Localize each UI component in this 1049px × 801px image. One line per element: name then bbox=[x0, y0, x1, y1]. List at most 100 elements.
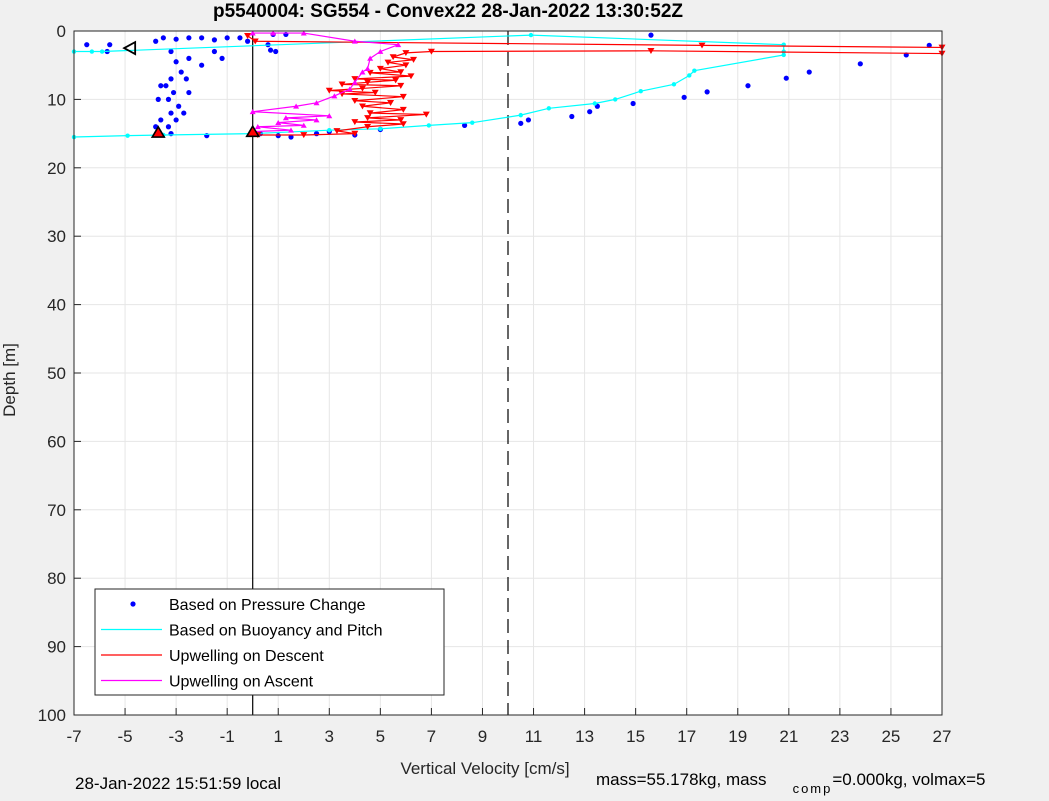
data-point bbox=[470, 120, 475, 125]
x-tick-label: -7 bbox=[66, 727, 81, 746]
data-point bbox=[300, 30, 307, 36]
y-tick-label: 60 bbox=[47, 432, 66, 451]
data-point bbox=[288, 134, 294, 140]
y-tick-label: 40 bbox=[47, 296, 66, 315]
data-point bbox=[395, 41, 402, 48]
data-point bbox=[399, 106, 407, 113]
data-point bbox=[687, 73, 692, 78]
data-point bbox=[378, 126, 383, 132]
x-tick-label: -5 bbox=[117, 727, 132, 746]
data-point bbox=[783, 75, 789, 81]
x-tick-label: -3 bbox=[169, 727, 184, 746]
data-point bbox=[806, 69, 812, 75]
data-point bbox=[326, 113, 333, 119]
data-point bbox=[528, 32, 534, 38]
data-point bbox=[183, 76, 189, 82]
footer-mass-text: mass=55.178kg, mass bbox=[596, 770, 767, 789]
x-tick-label: 5 bbox=[376, 727, 385, 746]
data-point bbox=[397, 117, 405, 124]
data-point bbox=[275, 133, 281, 139]
data-point bbox=[249, 109, 256, 115]
data-point bbox=[282, 115, 289, 121]
data-point bbox=[168, 76, 174, 82]
y-tick-label: 70 bbox=[47, 501, 66, 520]
x-tick-label: 15 bbox=[626, 727, 645, 746]
x-tick-label: 25 bbox=[881, 727, 900, 746]
data-point bbox=[153, 38, 159, 44]
data-point bbox=[155, 96, 161, 102]
y-tick-label: 10 bbox=[47, 90, 66, 109]
data-point bbox=[199, 62, 205, 68]
data-point bbox=[384, 59, 392, 66]
y-tick-label: 50 bbox=[47, 364, 66, 383]
data-point bbox=[592, 101, 597, 106]
data-point bbox=[546, 106, 552, 111]
data-point bbox=[254, 124, 261, 130]
data-point bbox=[364, 115, 372, 122]
data-point bbox=[249, 30, 256, 36]
data-point bbox=[781, 52, 786, 58]
data-point bbox=[518, 120, 524, 126]
data-point bbox=[170, 89, 177, 96]
data-point bbox=[366, 110, 374, 117]
data-point bbox=[327, 127, 332, 133]
data-point bbox=[181, 110, 187, 116]
data-point bbox=[351, 76, 359, 83]
axis-ticks: -7 -5 -3 -1 1 3 5 7 9 11 13 15 17 19 21 23 25 27010203040… bbox=[38, 22, 952, 746]
data-point bbox=[364, 79, 372, 86]
data-point bbox=[293, 103, 300, 109]
data-point bbox=[377, 48, 384, 54]
data-point bbox=[587, 109, 593, 115]
data-point bbox=[186, 55, 192, 61]
y-axis-label: Depth [m] bbox=[0, 343, 19, 417]
data-point bbox=[366, 69, 374, 76]
x-tick-label: 1 bbox=[274, 727, 283, 746]
footer-mass-info: mass=55.178kg, mass comp=0.000kg, volmax=… bbox=[596, 770, 986, 796]
data-point bbox=[402, 62, 410, 69]
legend-label: Upwelling on Descent bbox=[169, 648, 324, 665]
x-tick-label: 7 bbox=[427, 727, 436, 746]
legend-label: Upwelling on Ascent bbox=[169, 674, 314, 691]
chart-title: p5540004: SG554 - Convex22 28-Jan-2022 1… bbox=[213, 1, 683, 22]
data-point bbox=[857, 61, 863, 67]
x-tick-label: 3 bbox=[325, 727, 334, 746]
data-point bbox=[698, 42, 706, 49]
data-point bbox=[351, 97, 359, 104]
series-markers bbox=[150, 124, 261, 138]
data-point bbox=[671, 82, 677, 87]
y-tick-label: 80 bbox=[47, 569, 66, 588]
data-point bbox=[427, 48, 435, 55]
data-point bbox=[251, 38, 259, 45]
data-point bbox=[364, 123, 372, 130]
start-marker bbox=[122, 40, 137, 56]
data-point bbox=[158, 117, 164, 123]
data-point bbox=[569, 113, 575, 120]
data-point bbox=[407, 73, 415, 80]
data-point bbox=[165, 96, 172, 102]
data-point bbox=[173, 36, 179, 42]
data-point bbox=[648, 32, 654, 38]
data-point bbox=[244, 32, 252, 39]
x-tick-label: 19 bbox=[728, 727, 747, 746]
series-upwelling-on-descent bbox=[244, 32, 946, 139]
y-tick-label: 100 bbox=[38, 706, 66, 725]
legend: Based on Pressure Change Based on Buoyanc… bbox=[94, 588, 445, 696]
footer-local-time: 28-Jan-2022 15:51:59 local bbox=[75, 774, 282, 793]
data-point bbox=[681, 94, 687, 100]
data-point bbox=[168, 48, 174, 55]
data-point bbox=[647, 48, 655, 54]
data-point bbox=[410, 56, 418, 63]
data-point bbox=[399, 121, 407, 128]
data-point bbox=[397, 69, 405, 76]
x-tick-label: 21 bbox=[779, 727, 798, 746]
x-tick-label: 23 bbox=[830, 727, 849, 746]
data-point bbox=[313, 100, 320, 106]
data-point bbox=[389, 54, 397, 61]
data-point bbox=[613, 97, 618, 102]
legend-box bbox=[94, 588, 445, 696]
y-tick-label: 20 bbox=[47, 159, 66, 178]
footer-comp-text: =0.000kg, volmax=5 bbox=[832, 770, 986, 789]
data-point bbox=[245, 124, 261, 138]
data-point bbox=[462, 122, 468, 128]
data-point bbox=[237, 35, 243, 41]
